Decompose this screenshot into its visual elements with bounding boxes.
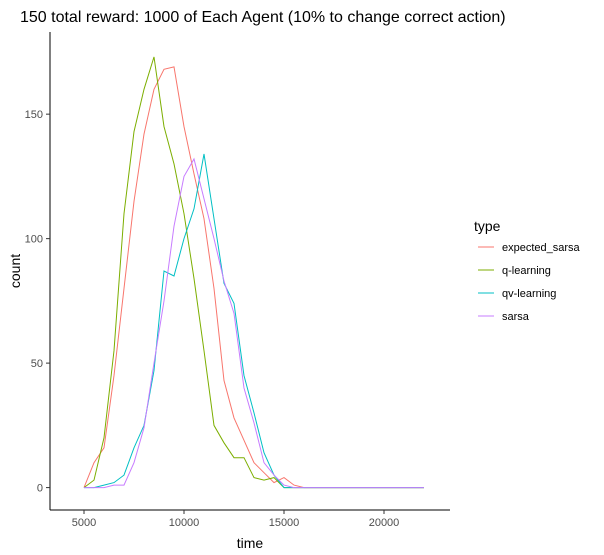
x-axis-title: time (237, 535, 264, 551)
y-tick-label: 150 (25, 109, 43, 121)
legend-label-qv-learning: qv-learning (502, 288, 556, 300)
x-tick-label: 15000 (269, 517, 300, 529)
x-tick-label: 20000 (369, 517, 400, 529)
legend: type expected_sarsa q-learning qv-learning… (474, 218, 581, 323)
plot-area (83, 56, 424, 489)
legend-title: type (474, 218, 501, 234)
x-tick-label: 5000 (72, 517, 96, 529)
legend-label-sarsa: sarsa (502, 311, 530, 323)
y-axis-title: count (7, 254, 23, 288)
legend-label-q-learning: q-learning (502, 265, 551, 277)
y-tick-label: 100 (25, 234, 43, 246)
series-line-qv-learning (84, 153, 424, 489)
y-tick-label: 50 (31, 358, 43, 370)
axes: 0 50 100 150 5000 10000 15000 20000 (25, 109, 400, 529)
chart-title: 150 total reward: 1000 of Each Agent (10… (20, 9, 506, 26)
x-tick-label: 10000 (169, 517, 200, 529)
y-tick-label: 0 (37, 483, 43, 495)
legend-label-expected-sarsa: expected_sarsa (502, 242, 581, 254)
series-line-sarsa (84, 157, 424, 489)
